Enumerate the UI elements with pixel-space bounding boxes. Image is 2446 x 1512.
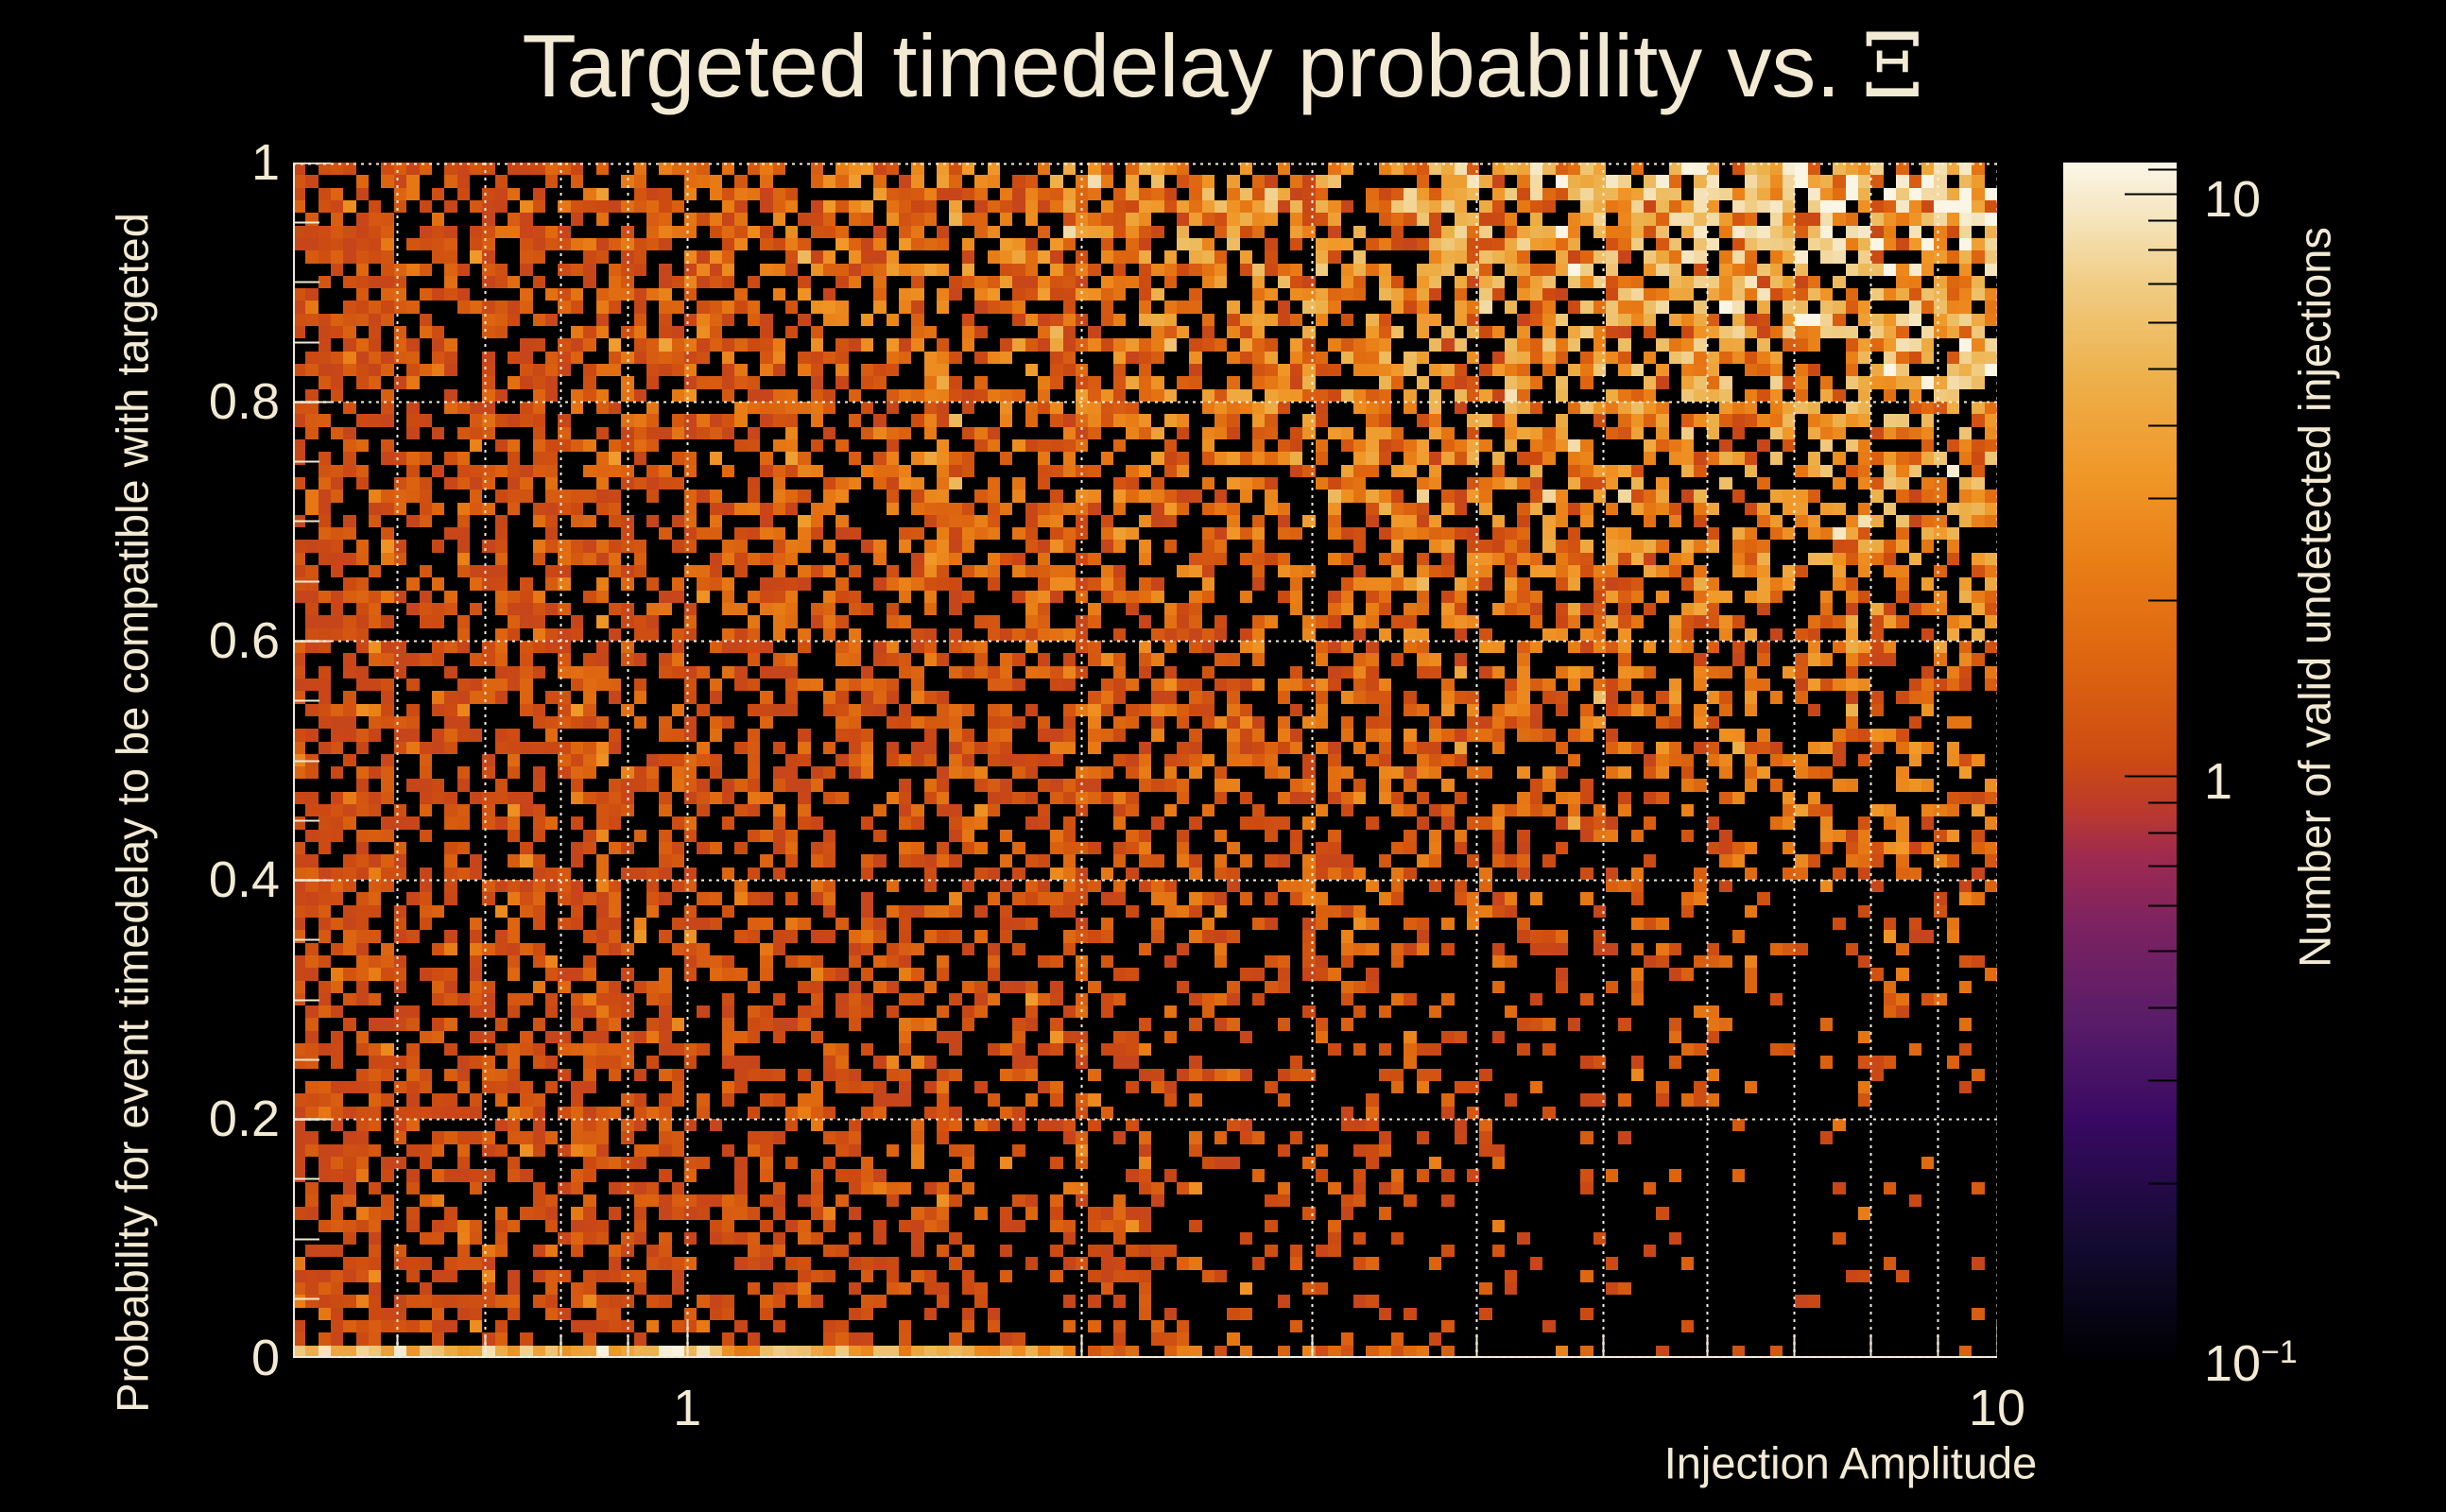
x-tick-label: 1 [673,1380,702,1436]
xi-symbol: Ξ [1861,15,1924,118]
y-tick-label: 0.8 [208,373,280,430]
y-tick-label: 0.2 [208,1091,280,1147]
x-tick-label: 10 [1968,1380,2026,1436]
colorbar-tick-label: 10−1 [2204,1334,2298,1392]
plot-title-text: Targeted timedelay probability vs. [522,16,1841,115]
colorbar-axis-title: Number of valid undetected injections [2289,227,2340,968]
x-axis-title: Injection Amplitude [1663,1437,2038,1488]
colorbar-tick-label: 10 [2204,170,2262,228]
colorbar-gradient [2063,163,2177,1358]
y-tick-label: 0.4 [208,851,280,908]
y-tick-label: 1 [250,134,280,191]
y-tick-label: 0 [250,1330,280,1386]
plot-title: Targeted timedelay probability vs. Ξ [0,15,2446,118]
y-tick-label: 0.6 [208,612,280,669]
colorbar-tick-label: 1 [2204,752,2233,810]
heatmap-canvas [293,163,1997,1358]
